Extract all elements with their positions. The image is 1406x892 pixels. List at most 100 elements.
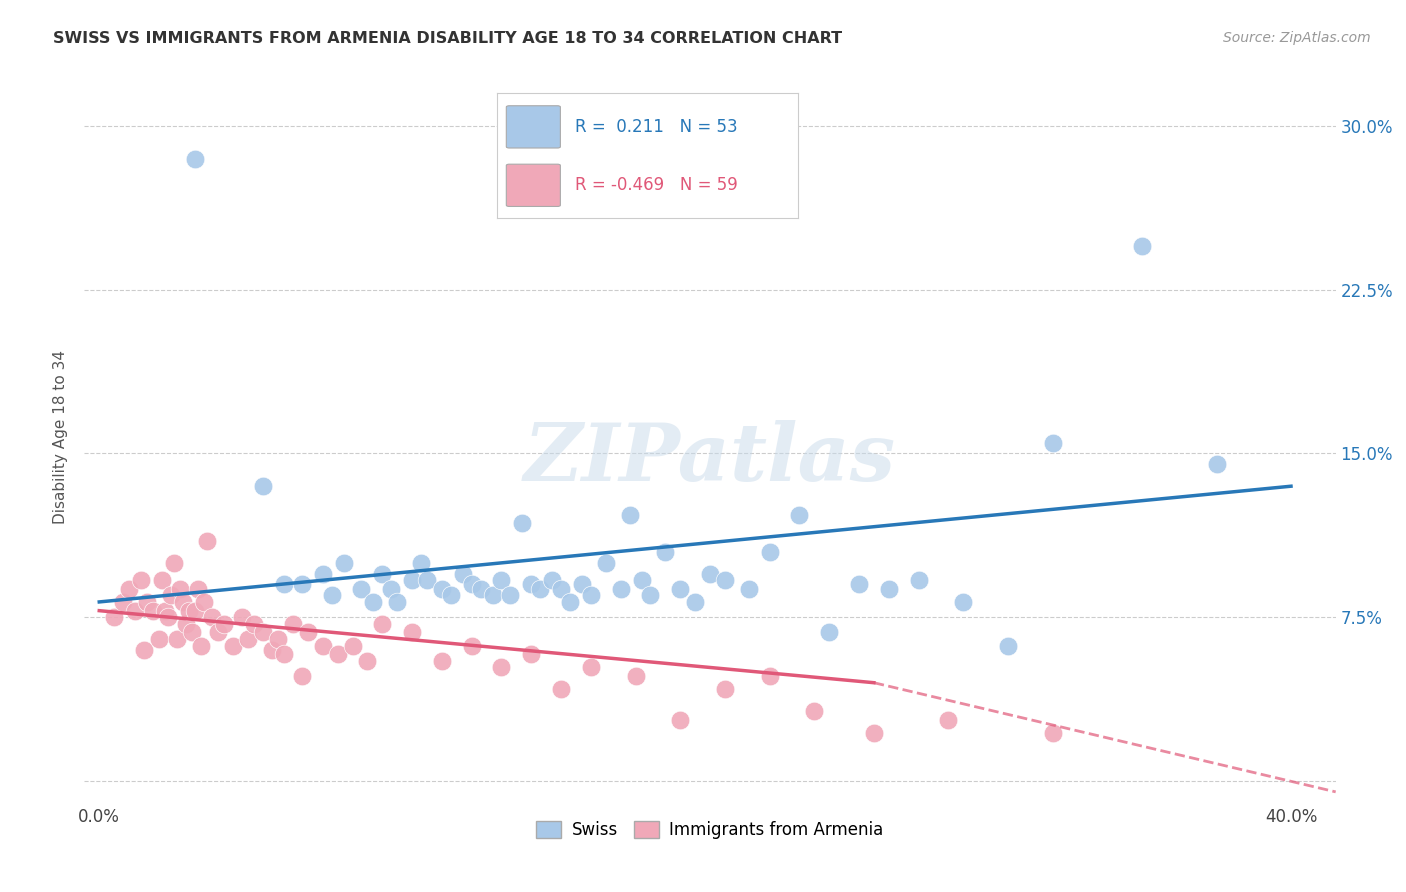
Point — [595, 556, 617, 570]
Point — [150, 573, 173, 587]
Point — [153, 604, 176, 618]
Point — [238, 632, 260, 646]
Point — [193, 595, 215, 609]
Point — [669, 713, 692, 727]
Point — [470, 582, 492, 596]
Point — [174, 616, 197, 631]
Point — [877, 582, 900, 596]
Point — [541, 573, 564, 587]
Point — [281, 616, 304, 631]
Point — [267, 632, 290, 646]
Point — [803, 704, 825, 718]
Point — [312, 639, 335, 653]
Point — [252, 625, 274, 640]
Point — [207, 625, 229, 640]
Point — [520, 648, 543, 662]
Point — [1042, 435, 1064, 450]
Legend: Swiss, Immigrants from Armenia: Swiss, Immigrants from Armenia — [530, 814, 890, 846]
Point — [624, 669, 647, 683]
Point — [1130, 239, 1153, 253]
Point — [385, 595, 409, 609]
Point — [180, 625, 202, 640]
Point — [863, 726, 886, 740]
Point — [512, 516, 534, 531]
Point — [571, 577, 593, 591]
Point — [683, 595, 706, 609]
Point — [166, 632, 188, 646]
Point — [342, 639, 364, 653]
Point — [118, 582, 141, 596]
Point — [148, 632, 170, 646]
Point — [1205, 458, 1227, 472]
Point — [758, 669, 780, 683]
Point — [669, 582, 692, 596]
Point — [738, 582, 761, 596]
Point — [183, 152, 205, 166]
Text: Source: ZipAtlas.com: Source: ZipAtlas.com — [1223, 31, 1371, 45]
Point — [273, 577, 295, 591]
Point — [654, 545, 676, 559]
Y-axis label: Disability Age 18 to 34: Disability Age 18 to 34 — [53, 350, 69, 524]
Point — [243, 616, 266, 631]
Text: ZIPatlas: ZIPatlas — [524, 420, 896, 498]
Point — [172, 595, 194, 609]
Point — [529, 582, 551, 596]
Point — [430, 582, 453, 596]
Point — [491, 573, 513, 587]
Point — [499, 588, 522, 602]
Point — [214, 616, 236, 631]
Point — [699, 566, 721, 581]
Point — [273, 648, 295, 662]
Point — [163, 556, 186, 570]
Point — [380, 582, 402, 596]
Point — [714, 682, 737, 697]
Point — [491, 660, 513, 674]
Point — [440, 588, 463, 602]
Point — [520, 577, 543, 591]
Point — [231, 610, 253, 624]
Point — [558, 595, 581, 609]
Point — [416, 573, 439, 587]
Point — [136, 595, 159, 609]
Point — [1042, 726, 1064, 740]
Point — [758, 545, 780, 559]
Point — [371, 566, 394, 581]
Point — [201, 610, 224, 624]
Point — [789, 508, 811, 522]
Point — [195, 533, 218, 548]
Point — [550, 682, 572, 697]
Point — [640, 588, 662, 602]
Point — [177, 604, 200, 618]
Point — [187, 582, 209, 596]
Point — [630, 573, 652, 587]
Point — [451, 566, 474, 581]
Text: SWISS VS IMMIGRANTS FROM ARMENIA DISABILITY AGE 18 TO 34 CORRELATION CHART: SWISS VS IMMIGRANTS FROM ARMENIA DISABIL… — [53, 31, 842, 46]
Point — [156, 610, 179, 624]
Point — [363, 595, 385, 609]
Point — [848, 577, 870, 591]
Point — [550, 582, 572, 596]
Point — [142, 604, 165, 618]
Point — [907, 573, 929, 587]
Point — [297, 625, 319, 640]
Point — [401, 625, 423, 640]
Point — [190, 639, 212, 653]
Point — [401, 573, 423, 587]
Point — [291, 669, 314, 683]
Point — [371, 616, 394, 631]
Point — [460, 639, 482, 653]
Point — [430, 654, 453, 668]
Point — [619, 508, 641, 522]
Point — [132, 643, 155, 657]
Point — [124, 604, 146, 618]
Point — [460, 577, 482, 591]
Point — [332, 556, 354, 570]
Point — [183, 604, 205, 618]
Point — [952, 595, 974, 609]
Point — [321, 588, 343, 602]
Point — [350, 582, 373, 596]
Point — [103, 610, 125, 624]
Point — [609, 582, 631, 596]
Point — [159, 588, 181, 602]
Point — [714, 573, 737, 587]
